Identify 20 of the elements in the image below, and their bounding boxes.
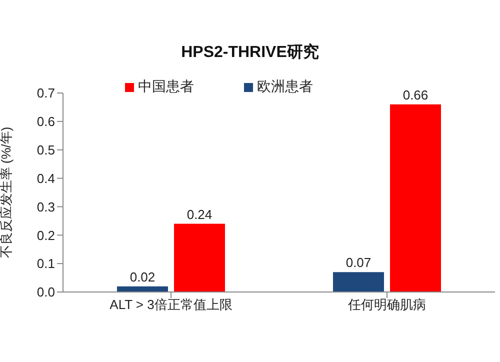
data-label: 0.07: [346, 255, 372, 270]
x-tick-label: 任何明确肌病: [347, 297, 426, 312]
data-label: 0.66: [402, 87, 428, 102]
bar: [390, 104, 441, 292]
data-label: 0.24: [186, 206, 212, 222]
text: 0.2: [36, 228, 55, 243]
bar: [174, 224, 225, 292]
chart-title: HPS2-THRIVE研究: [180, 42, 320, 63]
text: 0.1: [36, 256, 55, 272]
legend-label: 欧洲患者: [257, 78, 313, 94]
text: 0.5: [36, 142, 55, 158]
text: 0.0: [36, 284, 55, 300]
text: 0.3: [36, 199, 55, 214]
text: 0.4: [36, 170, 55, 186]
text: 0.7: [36, 86, 55, 101]
legend-label: 中国患者: [138, 78, 194, 94]
text: 0.6: [36, 114, 55, 130]
data-label: 0.02: [130, 269, 156, 284]
bar: [333, 272, 384, 292]
x-tick-label: ALT > 3倍正常值上限: [110, 297, 232, 312]
